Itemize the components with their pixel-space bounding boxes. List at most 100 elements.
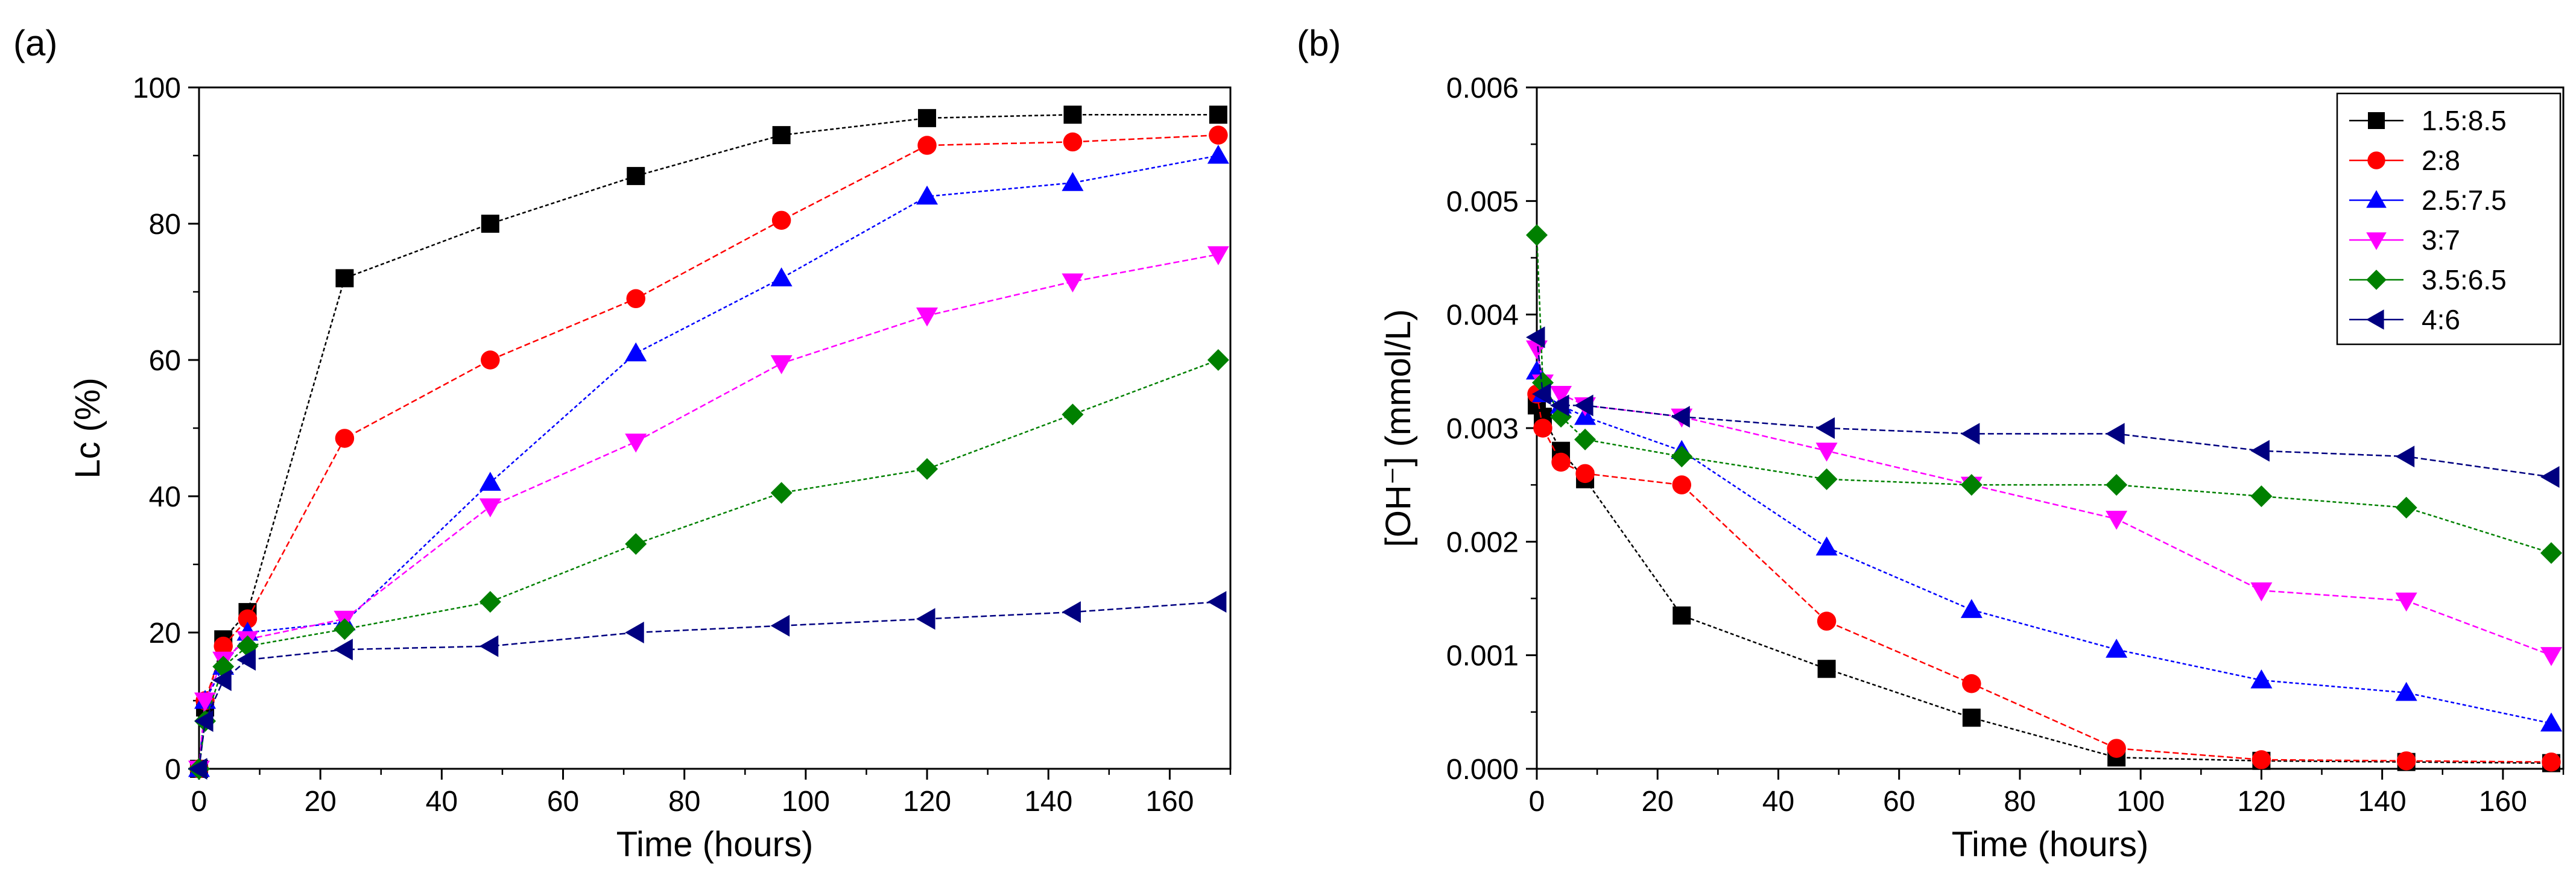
data-point [1550,394,1569,417]
data-point [2250,485,2273,507]
legend-marker [2366,270,2387,290]
data-point [479,591,501,613]
data-point [1551,452,1571,472]
y-tick-label: 100 [133,72,181,104]
series-4-6 [1526,326,2560,488]
data-point [770,482,793,504]
y-axis-title: [OH⁻] (mmol/L) [1379,309,1418,548]
data-point [1207,349,1229,371]
data-point [627,166,645,185]
x-tick-label: 60 [1883,786,1915,818]
data-point [1209,106,1227,124]
data-point [481,215,499,233]
data-point [194,710,214,732]
data-point [918,109,937,127]
data-point [770,267,793,286]
data-point [334,618,356,640]
x-tick-label: 100 [2116,786,2165,818]
series-2-5-7-5 [188,145,1229,777]
data-point [1815,468,1838,490]
data-point [1550,386,1572,405]
panel-b: (b) 0 20 40 60 80 100 120 140 160 0.000 0.001 0.002 0… [1297,23,2565,864]
panel-a: (a) 0 20 40 60 80 100 120 140 160 0 20 40 60 80 100 Time… [13,23,1232,864]
data-point [2540,466,2560,488]
data-point [1671,446,1693,468]
data-point [2540,542,2562,564]
data-point [1960,474,1983,496]
x-tick-label: 0 [1529,786,1545,818]
series-line [198,359,1219,769]
data-point [214,636,233,656]
data-point [2250,440,2270,462]
data-point [770,614,790,637]
data-point [1574,428,1597,450]
data-point [2542,752,2561,772]
data-point [2540,647,2562,666]
legend-box [2336,92,2562,346]
data-point [479,472,501,491]
data-point [1526,326,1545,349]
x-tick-label: 20 [1642,786,1674,818]
data-point [2250,582,2273,602]
data-point [625,342,647,362]
y-tick-label: 0.001 [1446,640,1519,672]
data-point [1062,172,1084,191]
data-point [1817,611,1837,631]
data-point [1960,423,1980,445]
legend: 1.5:8.5 2:8 2.5:7.5 3:7 3.5:6.5 4:6 [2336,92,2562,346]
data-point [771,210,791,230]
y-tick-label: 0.004 [1446,300,1519,332]
data-point [1960,599,1983,618]
data-point [1815,443,1838,462]
series-line [198,134,1218,769]
y-tick-label: 0 [165,754,181,786]
data-point [1672,475,1692,494]
x-tick-label: 140 [1024,786,1072,818]
x-tick-label: 120 [903,786,951,818]
data-point [1207,246,1229,265]
data-point [1207,591,1227,613]
y-tick-label: 0.000 [1446,754,1519,786]
series-4-6 [188,591,1227,780]
data-point [1575,464,1595,484]
legend-marker [2366,232,2387,250]
data-point [335,269,354,288]
series-2-8 [189,125,1228,778]
series-3-5-6-5 [188,349,1229,780]
data-point [1062,403,1084,426]
y-tick-label: 0.005 [1446,186,1519,218]
data-point [770,355,793,374]
x-axis-title: Time (hours) [1952,825,2149,864]
data-point [335,429,355,448]
data-point [2540,712,2562,732]
data-point [1574,394,1593,417]
y-tick-label: 0.003 [1446,413,1519,445]
data-point [1533,418,1552,438]
data-point [2395,681,2417,701]
data-point [916,308,938,327]
data-point [236,649,256,671]
data-point [1062,601,1081,623]
panel-label: (a) [13,23,57,63]
data-point [2395,446,2415,468]
data-point [212,669,232,692]
data-point [1815,417,1835,439]
legend-label: 1.5:8.5 [2422,105,2507,136]
x-tick-label: 0 [191,786,207,818]
data-point [238,609,258,629]
x-tick-label: 160 [2479,786,2527,818]
y-tick-label: 80 [149,209,181,241]
legend-marker [2366,309,2384,330]
x-tick-label: 120 [2237,786,2285,818]
y-tick-label: 40 [149,481,181,513]
data-point [916,185,938,205]
x-tick-label: 80 [668,786,700,818]
x-tick-label: 80 [2004,786,2036,818]
data-point [1062,273,1084,293]
legend-marker [2368,112,2385,129]
legend-label: 4:6 [2422,304,2460,335]
data-point [334,639,353,661]
data-point [2395,496,2417,519]
data-point [2395,592,2417,612]
series-line [198,253,1219,769]
